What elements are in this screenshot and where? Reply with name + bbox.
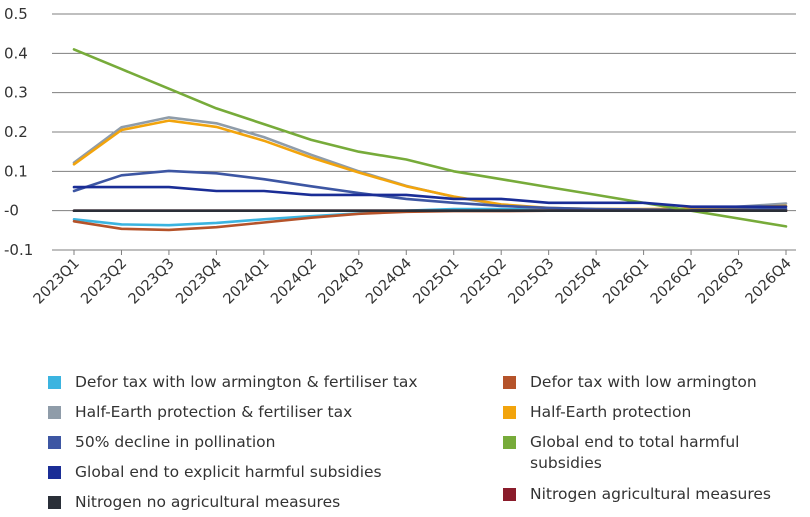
series-line-5 (72, 48, 788, 228)
y-tick-label: -0.1 (4, 241, 33, 259)
x-tick-label: 2023Q1 (31, 256, 83, 308)
gridlines (52, 13, 796, 251)
x-tick-label: 2023Q4 (173, 256, 225, 308)
y-tick-label: 0.2 (4, 123, 28, 141)
x-tick-label: 2026Q3 (695, 256, 747, 308)
y-tick-label: 0.1 (4, 162, 28, 180)
y-tick-label: 0.3 (4, 84, 28, 102)
x-tick-label: 2025Q3 (505, 256, 557, 308)
x-tick-label: 2023Q3 (126, 256, 178, 308)
x-axis-ticks: 2023Q12023Q22023Q32023Q42024Q12024Q22024… (31, 250, 795, 308)
x-tick-label: 2026Q4 (743, 256, 795, 308)
y-tick-label: -0 (4, 202, 19, 220)
x-tick-label: 2025Q1 (411, 256, 463, 308)
x-tick-label: 2024Q1 (221, 256, 273, 308)
y-tick-label: 0.4 (4, 44, 28, 62)
x-tick-label: 2025Q4 (553, 256, 605, 308)
x-tick-label: 2025Q2 (458, 256, 510, 308)
x-tick-label: 2024Q2 (268, 256, 320, 308)
series-lines (72, 48, 788, 232)
x-tick-label: 2026Q2 (648, 256, 700, 308)
x-tick-label: 2023Q2 (78, 256, 130, 308)
x-tick-label: 2024Q4 (363, 256, 415, 308)
y-tick-label: 0.5 (4, 5, 28, 23)
series-line-1 (72, 209, 788, 232)
y-axis-ticks: -0.1 -0 0.1 0.2 0.3 0.4 0.5 (4, 5, 33, 259)
x-tick-label: 2026Q1 (600, 256, 652, 308)
series-line-6 (72, 185, 788, 208)
x-tick-label: 2024Q3 (316, 256, 368, 308)
